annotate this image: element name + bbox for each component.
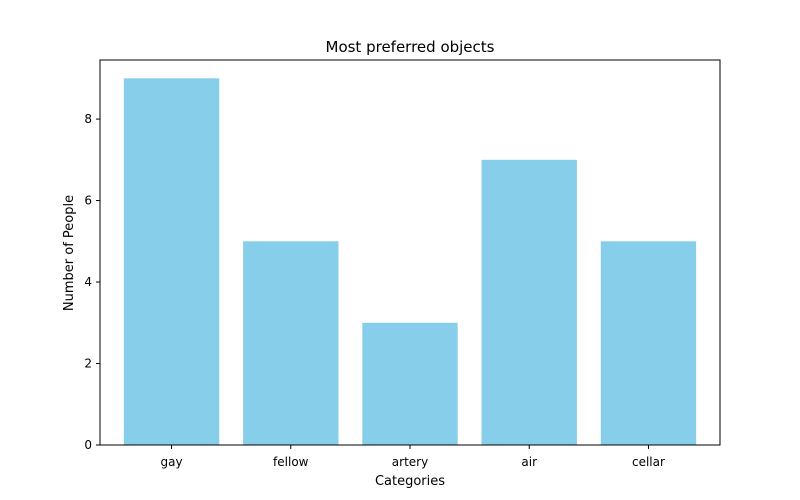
x-axis-label: Categories: [375, 474, 445, 489]
bar-cellar: [600, 241, 697, 445]
chart-title: Most preferred objects: [326, 38, 495, 56]
x-tick-label: cellar: [632, 455, 665, 469]
x-tick-label: fellow: [273, 455, 309, 469]
x-axis-ticks: gay fellow artery air cellar: [160, 445, 665, 469]
x-tick-label: artery: [392, 455, 428, 469]
bars-group: [123, 78, 697, 445]
x-tick-label: gay: [160, 455, 182, 469]
y-tick-label: 0: [84, 438, 92, 452]
y-axis-ticks: 0 2 4 6 8: [84, 112, 100, 452]
y-axis-label: Number of People: [62, 195, 77, 311]
plot-frame: [99, 59, 721, 446]
bar-fellow: [243, 241, 339, 445]
y-tick-label: 2: [84, 357, 92, 371]
bar-gay: [123, 78, 220, 445]
y-tick-label: 8: [84, 112, 92, 126]
y-tick-label: 4: [84, 275, 92, 289]
bar-artery: [362, 322, 458, 445]
bar-air: [481, 159, 577, 445]
x-tick-label: air: [521, 455, 537, 469]
y-tick-label: 6: [84, 194, 92, 208]
